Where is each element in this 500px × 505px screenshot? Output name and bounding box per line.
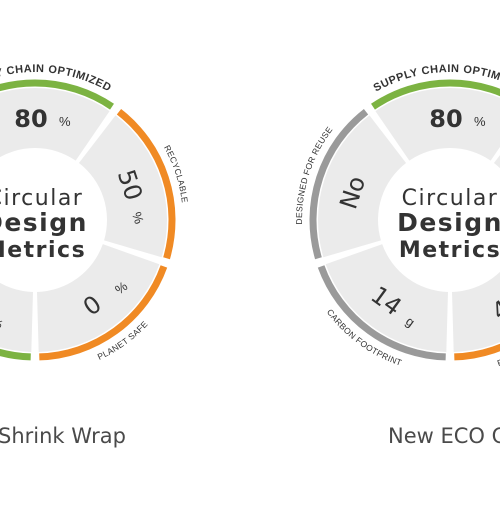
left-product-caption: Shrink Wrap: [0, 424, 126, 448]
right-segment-renew: 100%RENEWABLE SOURCE: [493, 155, 500, 169]
left-segment-arc: [0, 79, 114, 110]
left-center-title-line: Design: [0, 208, 88, 237]
right-segment-bg: [452, 271, 500, 352]
left-center-title-line: Metrics: [0, 238, 86, 263]
right-segment-value: 80: [429, 105, 462, 133]
right-segment-bg: [493, 155, 500, 169]
right-product-caption: New ECO C: [388, 424, 500, 448]
right-segment-arc: [371, 79, 500, 110]
right-segment-bg: [375, 88, 500, 161]
right-segment-arc: [454, 343, 500, 361]
right-wheel: 80%SUPPLY CHAIN OPTIMIZED100%RENEWABLE S…: [294, 63, 500, 368]
left-segment-bg: [0, 282, 33, 352]
right-center-title-line: Design: [397, 208, 500, 237]
left-segment-value: 80: [14, 105, 47, 133]
left-center-title-line: Circular: [0, 186, 83, 211]
right-segment-bg: [325, 244, 448, 352]
left-segment-arc: [116, 108, 176, 260]
left-segment-unit: %: [0, 313, 7, 332]
left-segment-bg: [0, 88, 110, 161]
right-center-title-line: Metrics: [399, 238, 500, 263]
right-segment-arc: [317, 265, 446, 361]
right-center-title-line: Circular: [402, 186, 499, 211]
left-segment-unit: %: [129, 210, 147, 226]
right-segment-bg: [317, 115, 407, 258]
left-segment-recycle: 50%RECYCLABLE: [78, 108, 190, 260]
left-wheel: 80%SUPPLY CHAIN OPTIMIZED50%RECYCLABLE0%…: [0, 63, 190, 365]
left-segment-bg: [78, 115, 167, 258]
left-segment-arc: [39, 265, 168, 361]
left-segment-bg: [37, 244, 160, 352]
left-segment-material: 99%MATERIAL UTILISATION: [0, 282, 33, 361]
right-segment-unit: %: [474, 114, 486, 129]
right-segment-arc: [309, 108, 369, 260]
left-segment-unit: %: [59, 114, 71, 129]
right-segment-recycled: 47%RECYCLED CONTENT: [452, 271, 500, 368]
left-segment-arc: [0, 348, 31, 361]
